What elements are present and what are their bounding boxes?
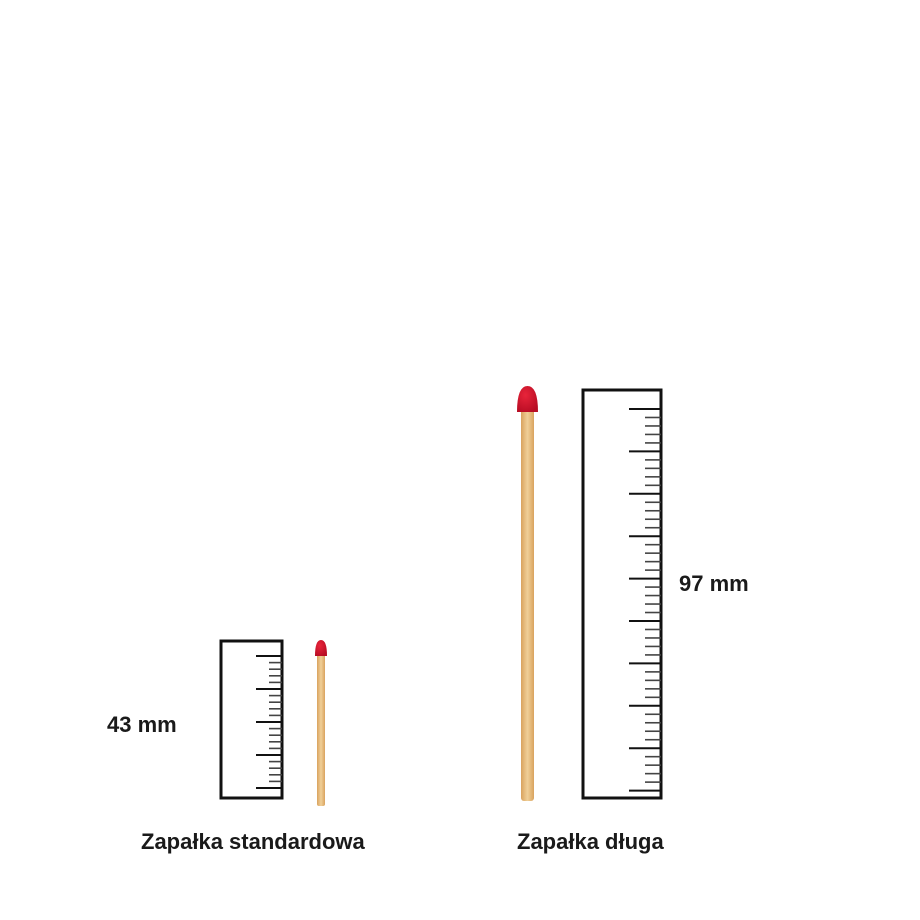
caption-long: Zapałka długa: [517, 829, 664, 854]
ruler-standard: [219, 639, 284, 800]
length-label-standard: 43 mm: [107, 712, 177, 737]
match-long: [517, 386, 538, 801]
ruler-frame: [581, 388, 663, 800]
length-label-long: 97 mm: [679, 571, 749, 596]
match-head: [517, 386, 538, 412]
match-standard: [315, 640, 327, 806]
match-head: [315, 640, 327, 656]
ruler-long: [581, 388, 663, 800]
caption-standard: Zapałka standardowa: [141, 829, 365, 854]
ruler-frame: [219, 639, 284, 800]
